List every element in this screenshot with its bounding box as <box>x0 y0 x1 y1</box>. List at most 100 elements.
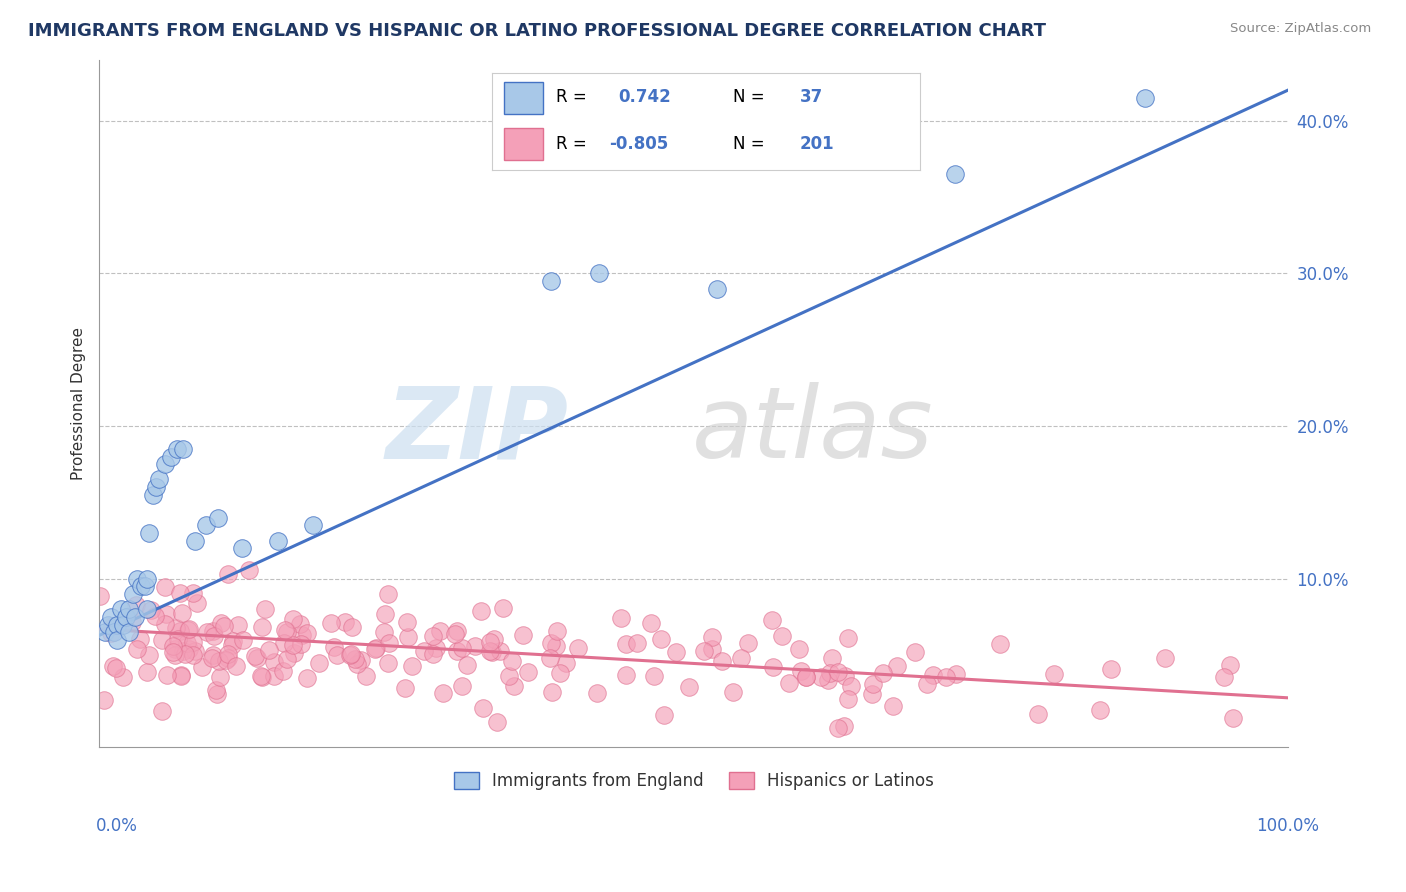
Point <box>817 673 839 687</box>
Point <box>935 670 957 684</box>
Text: 100.0%: 100.0% <box>1256 817 1319 835</box>
Point <box>730 650 752 665</box>
Text: IMMIGRANTS FROM ENGLAND VS HISPANIC OR LATINO PROFESSIONAL DEGREE CORRELATION CH: IMMIGRANTS FROM ENGLAND VS HISPANIC OR L… <box>28 22 1046 40</box>
Point <box>276 652 298 666</box>
Point <box>263 655 285 669</box>
Point <box>366 640 388 655</box>
Point <box>614 668 637 682</box>
Point <box>89 590 111 604</box>
Point <box>377 587 399 601</box>
Point <box>626 636 648 650</box>
Point <box>125 599 148 613</box>
Point <box>215 653 238 667</box>
Point <box>124 610 146 624</box>
Point <box>110 602 132 616</box>
Point <box>134 579 156 593</box>
Point <box>169 624 191 638</box>
Point <box>860 687 883 701</box>
Point <box>585 686 607 700</box>
Point <box>100 626 122 640</box>
Point <box>425 640 447 655</box>
Point <box>1213 670 1236 684</box>
Point <box>254 601 277 615</box>
Point <box>281 612 304 626</box>
Point <box>228 617 250 632</box>
Point <box>204 683 226 698</box>
Point <box>112 617 135 632</box>
Point <box>882 698 904 713</box>
Point <box>148 473 170 487</box>
Point <box>142 488 165 502</box>
Point <box>517 665 540 679</box>
Point <box>470 604 492 618</box>
Point <box>540 274 562 288</box>
Point <box>163 648 186 663</box>
Point <box>250 619 273 633</box>
Text: Source: ZipAtlas.com: Source: ZipAtlas.com <box>1230 22 1371 36</box>
Legend: Immigrants from England, Hispanics or Latinos: Immigrants from England, Hispanics or La… <box>447 765 941 797</box>
Point <box>354 669 377 683</box>
Point <box>225 659 247 673</box>
Point <box>103 625 125 640</box>
Point <box>837 631 859 645</box>
Point <box>446 644 468 658</box>
Point <box>97 617 120 632</box>
Point <box>177 622 200 636</box>
Point <box>295 671 318 685</box>
Point <box>485 714 508 729</box>
Point <box>263 668 285 682</box>
Point <box>450 640 472 655</box>
Point <box>290 637 312 651</box>
Point <box>101 658 124 673</box>
Point <box>186 596 208 610</box>
Point <box>650 632 672 647</box>
Point <box>652 708 675 723</box>
Point <box>429 624 451 638</box>
Point <box>267 533 290 548</box>
Point <box>450 680 472 694</box>
Point <box>787 641 810 656</box>
Point <box>243 649 266 664</box>
Point <box>921 668 943 682</box>
Point <box>129 632 152 646</box>
Point <box>181 635 204 649</box>
Point <box>548 665 571 680</box>
Point <box>915 677 938 691</box>
Text: ZIP: ZIP <box>385 382 569 479</box>
Point <box>546 640 568 654</box>
Point <box>190 659 212 673</box>
Point <box>643 668 665 682</box>
Point <box>886 658 908 673</box>
Point <box>139 603 162 617</box>
Point <box>721 684 744 698</box>
Point <box>567 641 589 656</box>
Point <box>377 656 399 670</box>
Point <box>150 632 173 647</box>
Point <box>170 668 193 682</box>
Point <box>212 619 235 633</box>
Point <box>394 681 416 695</box>
Point <box>413 643 436 657</box>
Point <box>153 457 176 471</box>
Point <box>794 670 817 684</box>
Point <box>181 648 204 662</box>
Point <box>988 637 1011 651</box>
Point <box>104 661 127 675</box>
Point <box>640 615 662 630</box>
Point <box>489 644 512 658</box>
Point <box>479 634 502 648</box>
Point <box>232 632 254 647</box>
Point <box>155 616 177 631</box>
Point <box>609 611 631 625</box>
Point <box>129 579 152 593</box>
Point <box>271 664 294 678</box>
Text: 0.0%: 0.0% <box>96 817 138 835</box>
Point <box>396 630 419 644</box>
Point <box>456 658 478 673</box>
Point <box>231 541 253 556</box>
Point <box>700 642 723 657</box>
Point <box>872 665 894 680</box>
Point <box>346 657 368 671</box>
Point <box>276 624 298 639</box>
Point <box>308 656 330 670</box>
